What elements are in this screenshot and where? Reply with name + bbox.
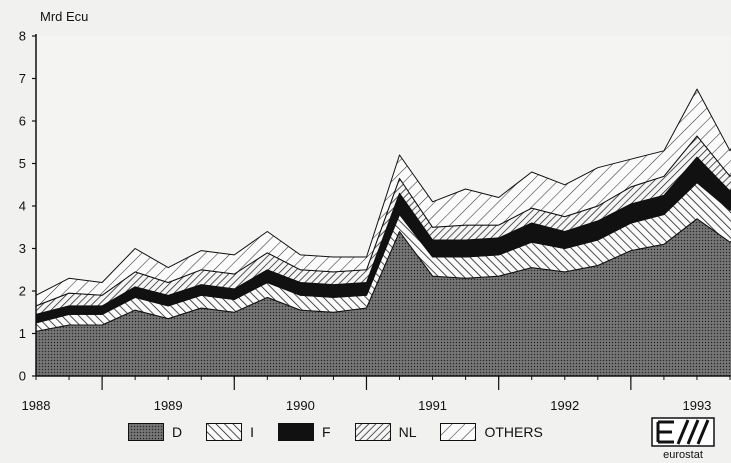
y-tick-label: 2: [19, 284, 26, 299]
x-tick-label-1991: 1991: [418, 398, 447, 413]
x-tick-label-1988: 1988: [22, 398, 51, 413]
legend-swatch-others: [440, 423, 477, 441]
x-tick-label-1989: 1989: [154, 398, 183, 413]
legend-item-i: I: [206, 423, 254, 441]
eurostat-logo-text: eurostat: [663, 449, 703, 460]
axes: [35, 34, 730, 377]
x-axis-ticks: 1988 1989 1990 1991 1992 1993: [22, 376, 731, 413]
legend-label-f: F: [322, 424, 331, 440]
y-tick-label: 0: [19, 369, 26, 384]
y-tick-label: 7: [19, 71, 26, 86]
eurostat-logo-slashes: [676, 419, 710, 445]
stacked-areas: [35, 88, 731, 377]
y-tick-label: 4: [19, 199, 26, 214]
legend-item-nl: NL: [354, 423, 417, 441]
y-tick-label: 8: [19, 29, 26, 44]
x-tick-label-1990: 1990: [286, 398, 315, 413]
legend: D I F NL OTHERS: [128, 423, 567, 441]
legend-item-d: D: [128, 423, 182, 441]
x-tick-label-1993: 1993: [682, 398, 711, 413]
legend-swatch-i: [206, 423, 243, 441]
legend-swatch-nl: [354, 423, 391, 441]
eurostat-logo-e-glyph: [656, 420, 674, 444]
legend-label-others: OTHERS: [484, 424, 543, 440]
eurostat-logo: eurostat: [651, 417, 715, 460]
y-axis-ticks: 0 1 2 3 4 5 6 7 8: [19, 29, 36, 384]
y-tick-label: 6: [19, 114, 26, 129]
y-tick-label: 3: [19, 241, 26, 256]
legend-item-f: F: [278, 423, 331, 441]
y-tick-label: 5: [19, 156, 26, 171]
y-tick-label: 1: [19, 326, 26, 341]
y-axis-label: Mrd Ecu: [40, 9, 89, 24]
legend-item-others: OTHERS: [440, 423, 543, 441]
legend-label-i: I: [250, 424, 255, 440]
legend-swatch-f: [278, 423, 315, 441]
legend-swatch-d: [128, 423, 164, 441]
legend-label-nl: NL: [398, 424, 417, 440]
area-series-others: [35, 88, 731, 307]
legend-label-d: D: [172, 424, 183, 440]
x-tick-label-1992: 1992: [550, 398, 579, 413]
